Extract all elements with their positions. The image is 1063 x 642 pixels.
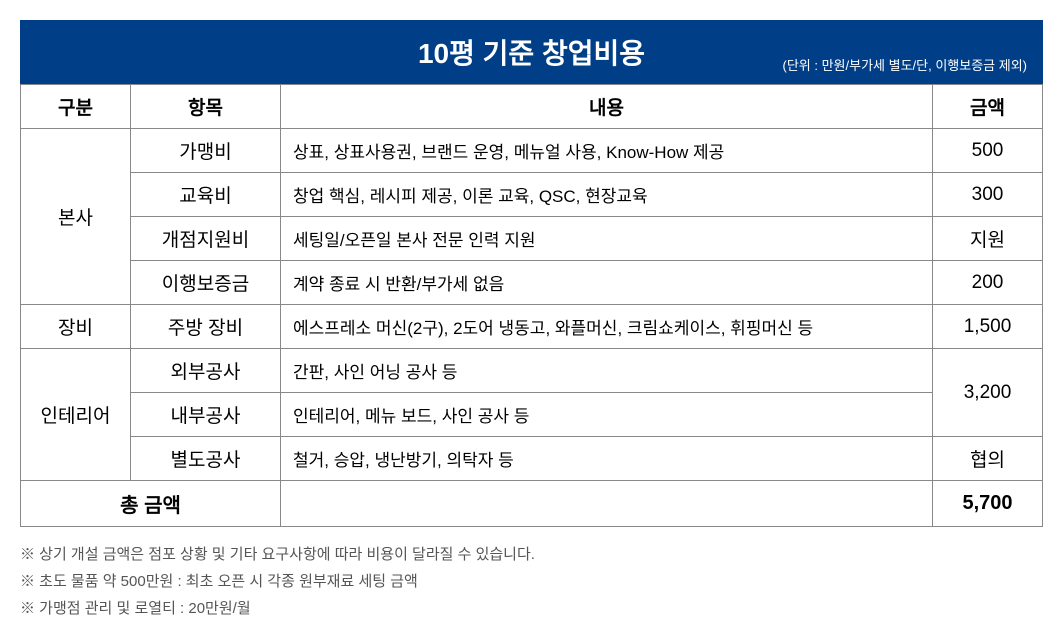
header-desc: 내용 xyxy=(281,85,933,129)
category-cell: 장비 xyxy=(21,305,131,349)
amount-cell: 500 xyxy=(933,129,1043,173)
amount-cell: 200 xyxy=(933,261,1043,305)
header-amount: 금액 xyxy=(933,85,1043,129)
desc-cell: 계약 종료 시 반환/부가세 없음 xyxy=(281,261,933,305)
total-desc xyxy=(281,481,933,527)
item-cell: 교육비 xyxy=(131,173,281,217)
item-cell: 내부공사 xyxy=(131,393,281,437)
item-cell: 별도공사 xyxy=(131,437,281,481)
desc-cell: 에스프레소 머신(2구), 2도어 냉동고, 와플머신, 크림쇼케이스, 휘핑머… xyxy=(281,305,933,349)
table-row: 이행보증금 계약 종료 시 반환/부가세 없음 200 xyxy=(21,261,1043,305)
amount-cell: 지원 xyxy=(933,217,1043,261)
desc-cell: 철거, 승압, 냉난방기, 의탁자 등 xyxy=(281,437,933,481)
amount-cell: 협의 xyxy=(933,437,1043,481)
title-bar: 10평 기준 창업비용 (단위 : 만원/부가세 별도/단, 이행보증금 제외) xyxy=(20,20,1043,84)
page-title: 10평 기준 창업비용 xyxy=(418,38,645,69)
unit-note: (단위 : 만원/부가세 별도/단, 이행보증금 제외) xyxy=(783,55,1028,74)
item-cell: 개점지원비 xyxy=(131,217,281,261)
note-line: ※ 가맹점 관리 및 로열티 : 20만원/월 xyxy=(20,595,1043,622)
amount-cell: 300 xyxy=(933,173,1043,217)
table-row: 별도공사 철거, 승압, 냉난방기, 의탁자 등 협의 xyxy=(21,437,1043,481)
table-row: 내부공사 인테리어, 메뉴 보드, 사인 공사 등 xyxy=(21,393,1043,437)
desc-cell: 창업 핵심, 레시피 제공, 이론 교육, QSC, 현장교육 xyxy=(281,173,933,217)
total-amount: 5,700 xyxy=(933,481,1043,527)
notes-block: ※ 상기 개설 금액은 점포 상황 및 기타 요구사항에 따라 비용이 달라질 … xyxy=(20,541,1043,622)
total-label: 총 금액 xyxy=(21,481,281,527)
note-line: ※ 상기 개설 금액은 점포 상황 및 기타 요구사항에 따라 비용이 달라질 … xyxy=(20,541,1043,568)
item-cell: 가맹비 xyxy=(131,129,281,173)
header-item: 항목 xyxy=(131,85,281,129)
table-row: 장비 주방 장비 에스프레소 머신(2구), 2도어 냉동고, 와플머신, 크림… xyxy=(21,305,1043,349)
table-header-row: 구분 항목 내용 금액 xyxy=(21,85,1043,129)
desc-cell: 인테리어, 메뉴 보드, 사인 공사 등 xyxy=(281,393,933,437)
category-cell: 본사 xyxy=(21,129,131,305)
amount-cell: 1,500 xyxy=(933,305,1043,349)
item-cell: 외부공사 xyxy=(131,349,281,393)
table-row: 인테리어 외부공사 간판, 사인 어닝 공사 등 3,200 xyxy=(21,349,1043,393)
amount-cell: 3,200 xyxy=(933,349,1043,437)
category-cell: 인테리어 xyxy=(21,349,131,481)
table-row: 교육비 창업 핵심, 레시피 제공, 이론 교육, QSC, 현장교육 300 xyxy=(21,173,1043,217)
item-cell: 주방 장비 xyxy=(131,305,281,349)
item-cell: 이행보증금 xyxy=(131,261,281,305)
note-line: ※ 초도 물품 약 500만원 : 최초 오픈 시 각종 원부재료 세팅 금액 xyxy=(20,568,1043,595)
table-row: 개점지원비 세팅일/오픈일 본사 전문 인력 지원 지원 xyxy=(21,217,1043,261)
cost-table: 구분 항목 내용 금액 본사 가맹비 상표, 상표사용권, 브랜드 운영, 메뉴… xyxy=(20,84,1043,527)
desc-cell: 상표, 상표사용권, 브랜드 운영, 메뉴얼 사용, Know-How 제공 xyxy=(281,129,933,173)
desc-cell: 세팅일/오픈일 본사 전문 인력 지원 xyxy=(281,217,933,261)
total-row: 총 금액 5,700 xyxy=(21,481,1043,527)
table-row: 본사 가맹비 상표, 상표사용권, 브랜드 운영, 메뉴얼 사용, Know-H… xyxy=(21,129,1043,173)
header-category: 구분 xyxy=(21,85,131,129)
desc-cell: 간판, 사인 어닝 공사 등 xyxy=(281,349,933,393)
